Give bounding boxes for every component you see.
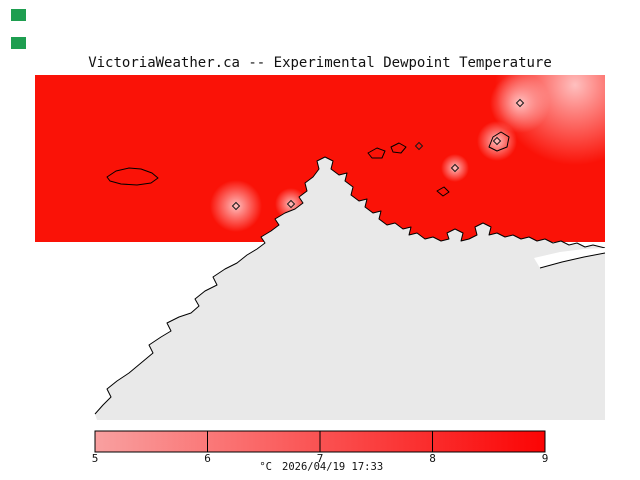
colorbar-tick-label: 9 <box>542 452 549 465</box>
map-title: VictoriaWeather.ca -- Experimental Dewpo… <box>88 55 552 71</box>
station-marker-icon[interactable] <box>286 199 296 209</box>
station-marker-icon[interactable] <box>414 141 424 151</box>
dewpoint-hotspot <box>210 180 262 232</box>
station-marker-icon[interactable] <box>450 163 460 173</box>
colorbar-tick-label: 8 <box>429 452 436 465</box>
land-layer <box>94 131 606 420</box>
map-timestamp: 2026/04/19 17:33 <box>282 461 383 473</box>
strait-water <box>534 248 605 268</box>
station-markers <box>231 98 525 211</box>
mainland-fill <box>95 157 605 420</box>
station-marker-icon[interactable] <box>515 98 525 108</box>
island-east <box>488 131 510 152</box>
colorbar-tick-label: 7 <box>317 452 324 465</box>
green-logo-block-bottom <box>11 37 26 49</box>
colorbar-tick-label: 5 <box>92 452 99 465</box>
dewpoint-hotspot <box>490 75 550 133</box>
station-marker-icon[interactable] <box>231 201 241 211</box>
colorbar-tick-label: 6 <box>204 452 211 465</box>
colorbar: 5 6 7 8 9 °C 2026/04/19 17:33 <box>92 430 549 473</box>
island-mid-2 <box>390 142 407 154</box>
station-marker-icon[interactable] <box>492 136 502 146</box>
island-small <box>436 186 450 197</box>
island-west <box>106 167 159 186</box>
mainland-coastline <box>94 156 606 415</box>
green-logo-block-top <box>11 9 26 21</box>
island-mid-1 <box>367 147 386 159</box>
colorbar-unit: °C <box>259 461 272 473</box>
island-coastline-right <box>539 252 606 269</box>
dewpoint-hotspot <box>477 121 517 161</box>
dewpoint-hotspot <box>441 154 469 182</box>
